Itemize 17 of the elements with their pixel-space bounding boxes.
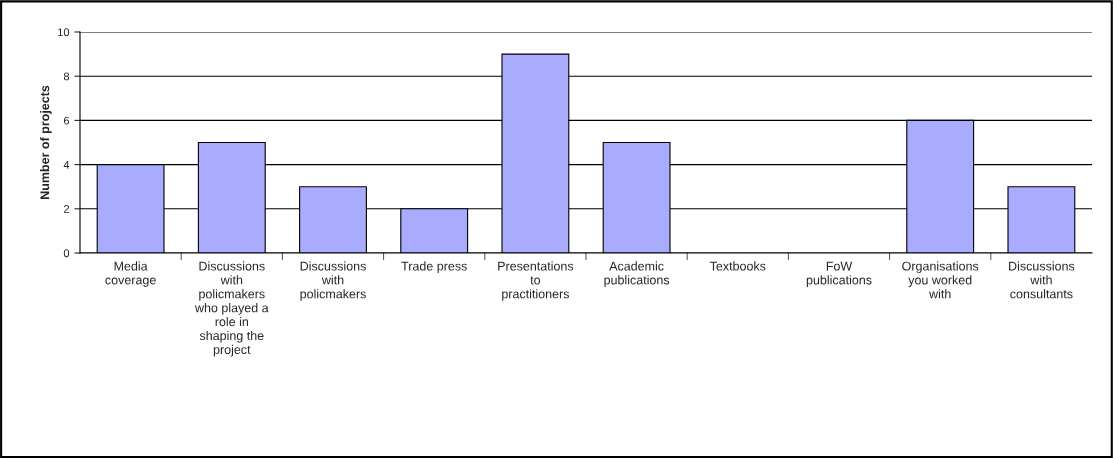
x-tick-label: Organisations you worked with [902, 261, 979, 299]
x-tick-label: Academic publications [604, 261, 670, 287]
x-tick-label: Trade press [401, 261, 467, 273]
x-tick-label: Media coverage [105, 261, 156, 287]
x-tick-label: Presentations to practitioners [498, 261, 574, 301]
y-tick-label: 10 [58, 28, 70, 37]
x-tick-label: Textbooks [709, 261, 766, 271]
y-tick-label: 6 [63, 116, 70, 125]
x-tick-label: Discussions with consultants [1009, 261, 1075, 299]
x-tick-label: Discussions with policmakers [300, 261, 366, 301]
y-axis-title: Number of projects [40, 85, 52, 199]
y-tick-label: 0 [63, 249, 70, 258]
y-tick-label: 4 [63, 160, 70, 169]
x-tick-label: FoW publications [806, 261, 872, 287]
y-tick-label: 8 [63, 72, 70, 81]
y-tick-label: 2 [63, 205, 70, 213]
x-tick-label: Discussions with policmakers who played a role in shaping the project [194, 261, 269, 357]
